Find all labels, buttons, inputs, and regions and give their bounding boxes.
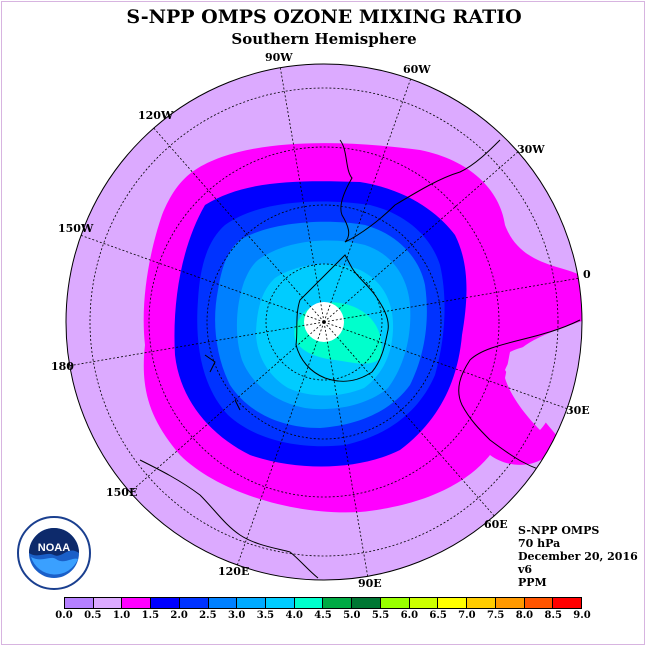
colorbar-swatch: [380, 598, 410, 608]
colorbar-swatch: [65, 598, 94, 608]
colorbar-swatch: [237, 598, 267, 608]
instrument-label: S-NPP OMPS: [518, 524, 600, 537]
unit-label: PPM: [518, 576, 547, 589]
lon-label-90w: 90W: [265, 51, 293, 64]
lon-label-180: 180: [51, 360, 74, 373]
colorbar-tick-label: 4.5: [314, 610, 332, 621]
colorbar-tick-label: 8.5: [544, 610, 562, 621]
colorbar-swatch: [179, 598, 209, 608]
colorbar: [64, 597, 582, 609]
colorbar-tick-label: 0.0: [55, 610, 73, 621]
colorbar-tick-label: 9.0: [573, 610, 591, 621]
lon-label-60e: 60E: [484, 518, 508, 531]
coastlines: [139, 139, 581, 579]
lon-label-120e: 120E: [218, 565, 250, 578]
colorbar-swatch: [266, 598, 295, 608]
lon-label-150e: 150E: [106, 486, 138, 499]
colorbar-swatch: [93, 598, 123, 608]
colorbar-tick-label: 0.5: [84, 610, 102, 621]
colorbar-swatch: [208, 598, 238, 608]
colorbar-tick-label: 6.0: [400, 610, 419, 621]
noaa-logo-icon: NOAA: [17, 516, 91, 590]
colorbar-swatch: [294, 598, 324, 608]
colorbar-tick-label: 3.0: [227, 610, 246, 621]
colorbar-tick-label: 2.5: [199, 610, 217, 621]
colorbar-tick-label: 7.0: [458, 610, 476, 621]
map-subtitle: Southern Hemisphere: [231, 30, 417, 48]
australia-coast: [139, 459, 319, 579]
colorbar-swatch: [122, 598, 152, 608]
metadata-block: S-NPP OMPS 70 hPa December 20, 2016 v6 P…: [518, 524, 638, 589]
colorbar-tick-label: 5.5: [371, 610, 390, 621]
lon-label-150w: 150W: [58, 222, 94, 235]
lon-label-30e: 30E: [566, 404, 590, 417]
graticule: [67, 65, 581, 579]
south-america-coast: [339, 139, 501, 243]
colorbar-tick-label: 5.0: [343, 610, 361, 621]
colorbar-tick-label: 1.0: [112, 610, 131, 621]
colorbar-swatch: [495, 598, 525, 608]
lon-label-120w: 120W: [138, 109, 174, 122]
colorbar-swatch: [467, 598, 496, 608]
map-title: S-NPP OMPS OZONE MIXING RATIO: [126, 6, 522, 28]
lon-label-60w: 60W: [403, 63, 431, 76]
africa-coast: [458, 319, 581, 476]
version-label: v6: [518, 563, 533, 576]
colorbar-tick-label: 2.0: [170, 610, 188, 621]
noaa-logo-text: NOAA: [38, 542, 70, 554]
lon-label-0: 0: [583, 268, 591, 281]
colorbar-tick-label: 6.5: [429, 610, 447, 621]
colorbar-swatch: [438, 598, 468, 608]
colorbar-swatch: [553, 598, 581, 608]
colorbar-swatch: [151, 598, 180, 608]
map-boundary: [65, 63, 583, 581]
colorbar-tick-label: 8.0: [515, 610, 534, 621]
pressure-label: 70 hPa: [518, 537, 561, 550]
lon-label-90e: 90E: [358, 577, 382, 590]
antarctica-coast: [295, 254, 389, 382]
colorbar-tick-label: 1.5: [141, 610, 160, 621]
colorbar-swatch: [323, 598, 353, 608]
lon-label-30w: 30W: [517, 143, 545, 156]
colorbar-tick-label: 3.5: [256, 610, 275, 621]
new-zealand-coast: [204, 354, 241, 411]
colorbar-tick-label: 7.5: [486, 610, 505, 621]
band-1-0-hole: [505, 345, 560, 430]
colorbar-tick-label: 4.0: [285, 610, 303, 621]
date-label: December 20, 2016: [518, 550, 638, 563]
colorbar-swatch: [409, 598, 439, 608]
colorbar-swatch: [352, 598, 381, 608]
south-pole-marker: [322, 320, 326, 324]
colorbar-swatch: [524, 598, 554, 608]
